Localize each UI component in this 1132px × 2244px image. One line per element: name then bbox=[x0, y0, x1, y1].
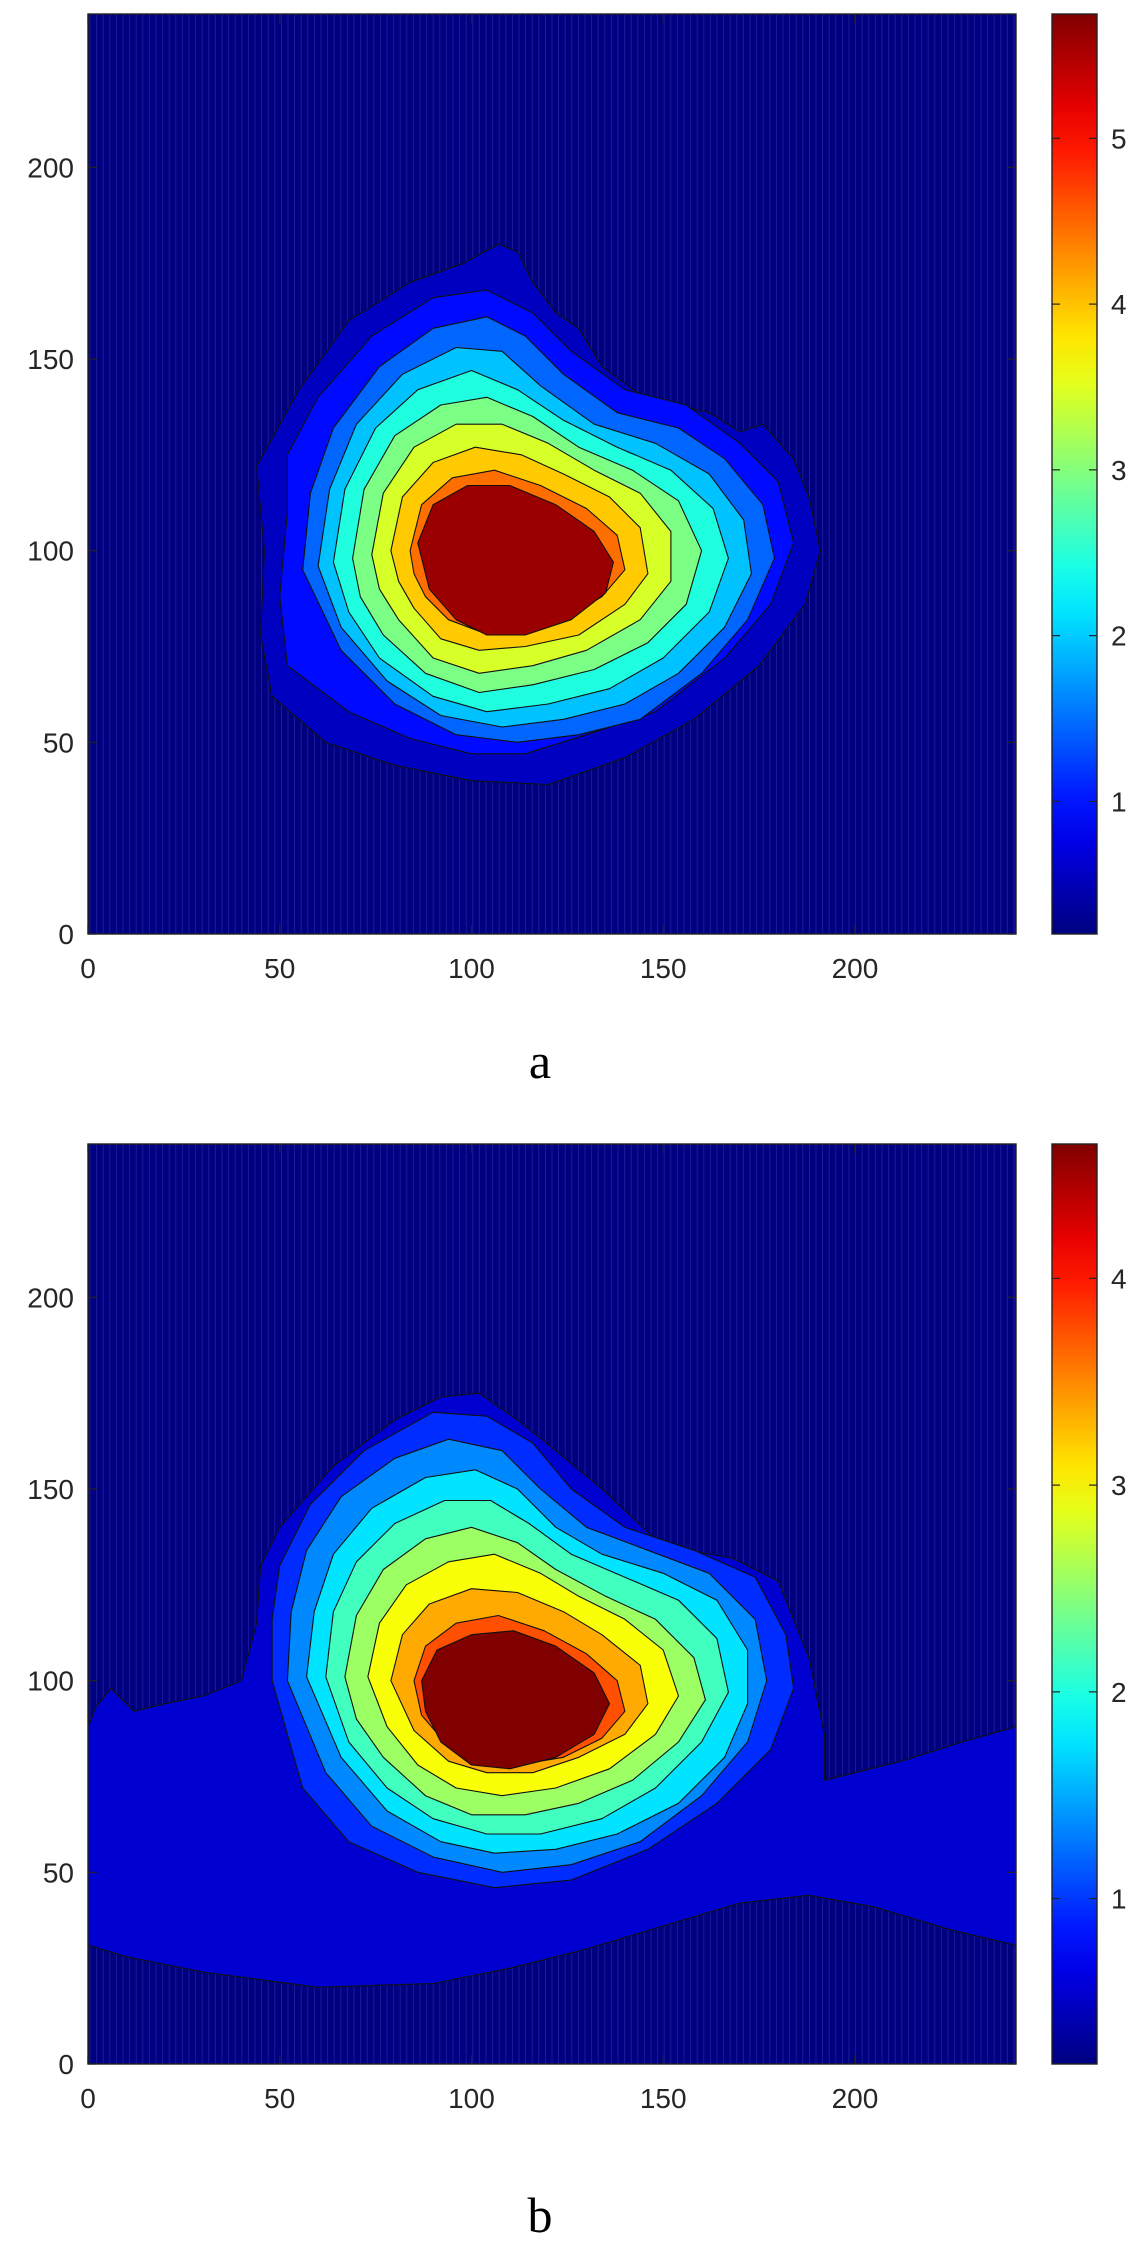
y-tick-label-b: 200 bbox=[27, 1282, 74, 1313]
y-tick-label-b: 50 bbox=[43, 1857, 74, 1888]
colorbar-tick-label-b: 1 bbox=[1111, 1884, 1127, 1915]
contour-bands-a bbox=[256, 243, 821, 786]
panel-caption-a: a bbox=[528, 1033, 552, 1089]
y-tick-label-a: 200 bbox=[27, 152, 74, 183]
y-tick-label-b: 100 bbox=[27, 1666, 74, 1697]
colorbar-tick-label-b: 4 bbox=[1111, 1263, 1127, 1294]
x-tick-label-a: 50 bbox=[264, 953, 295, 984]
y-tick-label-a: 50 bbox=[43, 727, 74, 758]
x-tick-label-a: 100 bbox=[448, 953, 495, 984]
colorbar-tick-label-a: 5 bbox=[1111, 123, 1127, 154]
y-tick-label-a: 150 bbox=[27, 344, 74, 375]
plot-frame-a bbox=[87, 13, 1017, 935]
colorbar-b bbox=[1051, 1143, 1098, 2065]
x-tick-label-a: 0 bbox=[80, 953, 96, 984]
colorbar-tick-label-b: 2 bbox=[1111, 1677, 1127, 1708]
colorbar-tick-label-b: 3 bbox=[1111, 1470, 1127, 1501]
y-tick-label-a: 0 bbox=[58, 919, 74, 950]
y-tick-label-b: 150 bbox=[27, 1474, 74, 1505]
x-tick-label-a: 150 bbox=[640, 953, 687, 984]
contour-plot-a: 0 50 100 150 200 0 50 100 150 200 1 2 3 4 5 bbox=[27, 13, 1127, 984]
y-tick-label-a: 100 bbox=[27, 536, 74, 567]
x-tick-label-b: 100 bbox=[448, 2083, 495, 2114]
contour-level-b-9 bbox=[421, 1630, 611, 1770]
panel-a: 0 50 100 150 200 0 50 100 150 200 1 2 3 4 5 a bbox=[0, 0, 1132, 1089]
x-tick-label-b: 200 bbox=[832, 2083, 879, 2114]
contour-bands-b bbox=[88, 1392, 1016, 1988]
plot-frame-b bbox=[87, 1143, 1017, 2065]
panel-caption-b: b bbox=[527, 2187, 553, 2243]
colorbar-tick-label-a: 3 bbox=[1111, 455, 1127, 486]
x-tick-label-b: 0 bbox=[80, 2083, 96, 2114]
colorbar-tick-label-a: 4 bbox=[1111, 289, 1127, 320]
colorbar-tick-label-a: 1 bbox=[1111, 786, 1127, 817]
contour-level-a-9 bbox=[417, 484, 614, 636]
panel-b: 0 50 100 150 200 0 50 100 150 200 1 2 3 4 b bbox=[0, 1130, 1132, 2243]
contour-plot-b: 0 50 100 150 200 0 50 100 150 200 1 2 3 4 bbox=[27, 1143, 1127, 2114]
colorbar-tick-label-a: 2 bbox=[1111, 621, 1127, 652]
x-tick-label-b: 150 bbox=[640, 2083, 687, 2114]
colorbar-a bbox=[1051, 13, 1098, 935]
x-tick-label-b: 50 bbox=[264, 2083, 295, 2114]
y-tick-label-b: 0 bbox=[58, 2049, 74, 2080]
x-tick-label-a: 200 bbox=[832, 953, 879, 984]
